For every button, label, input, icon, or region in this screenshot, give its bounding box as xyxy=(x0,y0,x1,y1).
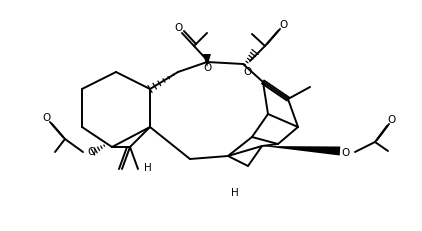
Text: O: O xyxy=(174,23,182,33)
Text: H: H xyxy=(231,187,239,197)
Text: O: O xyxy=(341,147,349,157)
Text: O: O xyxy=(203,63,211,73)
Text: O: O xyxy=(388,115,396,125)
Text: O: O xyxy=(42,112,50,122)
Text: O: O xyxy=(87,146,95,156)
Text: O: O xyxy=(243,67,251,77)
Text: H: H xyxy=(144,162,152,172)
Polygon shape xyxy=(262,146,340,156)
Text: O: O xyxy=(279,20,287,30)
Polygon shape xyxy=(203,55,211,68)
